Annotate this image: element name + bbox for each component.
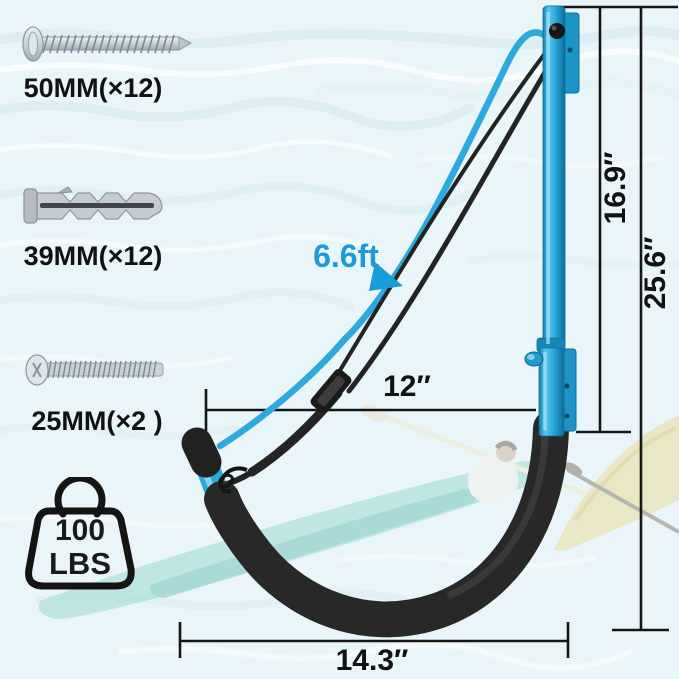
strap-buckle <box>310 368 352 414</box>
yellow-paddleboard <box>554 416 679 551</box>
outer-width-label: 14.3″ <box>335 644 409 677</box>
strap-length-arrow <box>369 262 403 291</box>
teal-kayak <box>38 404 619 619</box>
adjust-knob <box>524 351 544 367</box>
total-height-label: 25.6″ <box>639 236 672 310</box>
bolt-icon <box>25 354 164 386</box>
foam-sheen <box>446 435 549 600</box>
faded-kayaks-art <box>38 404 679 619</box>
wall-anchor-icon <box>23 186 163 224</box>
strap-clip-hook <box>218 466 248 494</box>
dim-line-total-height <box>612 7 669 632</box>
inner-width-label: 12″ <box>383 370 431 403</box>
capacity-value: 100 <box>54 514 106 547</box>
wall-rail <box>524 5 580 437</box>
blue-bungee-cord <box>216 29 555 450</box>
dim-line-outer-width <box>178 622 570 658</box>
screw-icon <box>22 26 192 62</box>
dimension-lines <box>178 5 678 658</box>
upper-height-label: 16.9″ <box>599 151 632 225</box>
water-ripples <box>0 26 679 671</box>
hook-end-cap <box>181 427 222 478</box>
strap-anchor-pin <box>549 23 565 39</box>
dim-line-upper-height <box>576 7 631 434</box>
hardware-label-bolt: 25MM(×2 ) <box>31 406 163 436</box>
paddler-figure <box>467 455 519 503</box>
strap-length-label: 6.6ft <box>313 238 379 274</box>
foam-hook-arm <box>204 410 569 638</box>
dim-line-inner-width <box>204 389 536 434</box>
hardware-label-anchor: 39MM(×12) <box>23 241 163 271</box>
hardware-label-screw: 50MM(×12) <box>23 73 163 103</box>
capacity-unit: LBS <box>49 546 111 581</box>
weight-capacity-icon <box>25 477 135 590</box>
